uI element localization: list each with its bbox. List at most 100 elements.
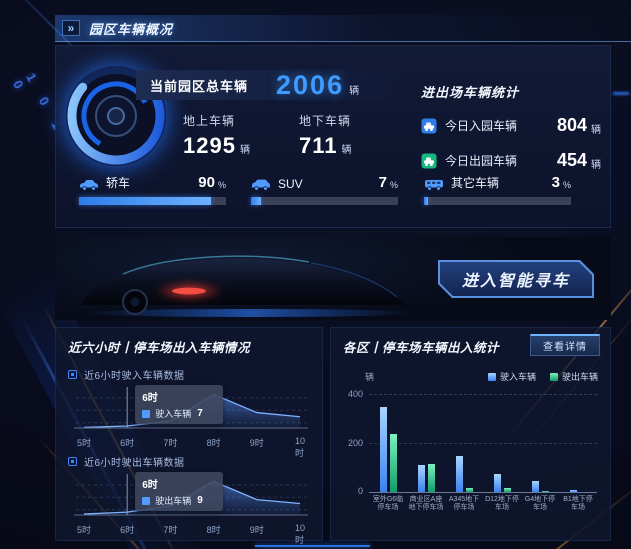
bar-group xyxy=(407,389,445,492)
type-value: 3 xyxy=(551,174,560,191)
underground-vehicles-stat: 地下车辆 711 辆 xyxy=(299,112,353,159)
type-progress-track xyxy=(251,197,398,205)
legend-marker-icon xyxy=(549,372,558,381)
legend-label: 驶出车辆 xyxy=(561,372,598,382)
today-exited-row: 今日出园车辆 454 辆 xyxy=(421,150,601,171)
deco-blue-dot xyxy=(613,92,629,95)
gridline xyxy=(369,394,597,396)
type-col-suv: SUV 7 % xyxy=(251,174,398,205)
bar-groups xyxy=(369,389,597,492)
bar-group xyxy=(445,389,483,492)
tooltip-series-name: 驶入车辆 xyxy=(155,409,192,419)
bar-驶出车辆[interactable] xyxy=(503,487,511,492)
x-axis-tick: 9时 xyxy=(249,438,264,448)
overview-panel: 当前园区总车辆 2006 辆 地上车辆 1295 辆 地下车辆 711 辆 进出场车… xyxy=(55,45,611,228)
x-axis-tick: 5时 xyxy=(76,438,92,448)
bar-驶入车辆[interactable] xyxy=(569,490,577,492)
tooltip-marker xyxy=(142,496,151,505)
bar-category-label: 商业区A座地下停车场 xyxy=(408,496,444,512)
type-label: 其它车辆 xyxy=(451,176,500,190)
type-progress-track xyxy=(424,197,571,205)
y-axis-unit-label: 辆 xyxy=(365,372,375,382)
ground-vehicles-value: 1295 xyxy=(183,133,236,158)
total-vehicles-value: 2006 xyxy=(276,69,345,100)
exited-series-label: 近6小时驶出车辆数据 xyxy=(68,454,310,469)
type-progress-fill xyxy=(424,197,429,205)
bar-驶出车辆[interactable] xyxy=(579,491,587,492)
exited-line-chart[interactable]: 5时 6时 7时 8时 9时 10时 6时 驶出车辆 9 xyxy=(70,472,310,545)
bar-驶入车辆[interactable] xyxy=(531,481,539,492)
legend-marker-icon xyxy=(487,372,496,381)
gridline xyxy=(369,442,597,444)
legend-item[interactable]: 驶出车辆 xyxy=(549,370,598,383)
total-vehicles-banner: 当前园区总车辆 2006 辆 xyxy=(136,70,398,100)
today-entered-label: 今日入园车辆 xyxy=(445,119,518,133)
sedan-icon xyxy=(80,180,98,191)
y-axis-tick: 200 xyxy=(347,437,363,448)
series-marker-icon xyxy=(68,370,77,379)
x-axis-tick: 7时 xyxy=(163,525,178,535)
bar-group xyxy=(559,389,597,492)
tooltip-series-name: 驶出车辆 xyxy=(155,496,192,506)
type-label: 轿车 xyxy=(106,176,131,190)
x-axis-tick: 5时 xyxy=(76,525,92,535)
today-entered-value: 804 xyxy=(556,115,587,135)
tooltip-value: 9 xyxy=(197,495,203,506)
bar-category-label: D12地下停车场 xyxy=(485,496,519,512)
ground-vehicles-label: 地上车辆 xyxy=(183,114,236,128)
double-arrow-icon: » xyxy=(62,20,80,36)
legend-item[interactable]: 驶入车辆 xyxy=(487,370,536,383)
inout-stats: 进出场车辆统计 今日入园车辆 804 辆 今日 xyxy=(421,82,601,171)
bar-category-label: 室外G6临停车场 xyxy=(372,496,404,512)
bar-chart-meta: 辆 驶入车辆 驶出车辆 xyxy=(343,370,598,383)
car-image xyxy=(81,255,416,317)
bar-驶入车辆[interactable] xyxy=(379,407,387,492)
bar-category-label: A345地下停车场 xyxy=(448,496,480,512)
x-axis-tick: 10时 xyxy=(294,436,306,458)
type-unit: % xyxy=(217,180,226,190)
series-marker-icon xyxy=(68,457,77,466)
chart-tooltip: 6时 驶出车辆 9 xyxy=(135,472,224,511)
today-exited-value: 454 xyxy=(556,150,587,170)
suv-icon xyxy=(252,179,270,191)
y-axis-tick: 400 xyxy=(347,389,363,400)
type-value: 90 xyxy=(198,174,215,191)
bar-plot-area: 0 200 400 xyxy=(348,389,597,496)
tooltip-marker xyxy=(142,409,151,418)
x-axis-labels: 5时 6时 7时 8时 9时 10时 xyxy=(70,436,310,458)
underground-vehicles-unit: 辆 xyxy=(341,145,353,156)
smart-find-button[interactable]: 进入智能寻车 xyxy=(438,260,594,298)
bar-驶出车辆[interactable] xyxy=(541,490,549,492)
bar-驶入车辆[interactable] xyxy=(493,473,501,492)
page-title: 园区车辆概况 xyxy=(89,21,174,37)
x-axis-tick: 6时 xyxy=(120,438,135,448)
x-axis-tick: 9时 xyxy=(249,525,264,535)
bar-group xyxy=(521,389,559,492)
tooltip-title: 6时 xyxy=(142,393,158,404)
six-hour-panel-title: 近六小时丨停车场出入车辆情况 xyxy=(68,341,251,355)
x-axis-labels: 5时 6时 7时 8时 9时 10时 xyxy=(70,523,310,545)
bar-group xyxy=(369,389,407,492)
entered-line-chart[interactable]: 5时 6时 7时 8时 9时 10时 6时 驶入车辆 7 xyxy=(70,385,310,458)
total-vehicles-label: 当前园区总车辆 xyxy=(150,78,249,94)
bar-驶入车辆[interactable] xyxy=(455,456,463,492)
bar-驶入车辆[interactable] xyxy=(417,465,425,492)
smart-find-section: 进入智能寻车 xyxy=(55,237,611,320)
smart-find-button-face[interactable]: 进入智能寻车 xyxy=(440,262,592,296)
type-value: 7 xyxy=(378,174,387,191)
bar-驶出车辆[interactable] xyxy=(389,434,397,492)
bar-category-label: B1地下停车场 xyxy=(563,496,593,512)
today-exited-unit: 辆 xyxy=(591,160,601,171)
bar-chart: 0 200 400 室外G6临停车场 商业区A座地下停车场 A345地下停车场 D12地下… xyxy=(348,389,597,513)
type-label: SUV xyxy=(278,177,303,191)
x-axis-tick: 8时 xyxy=(206,525,221,535)
bar-驶出车辆[interactable] xyxy=(427,463,435,492)
ground-vehicles-stat: 地上车辆 1295 辆 xyxy=(183,112,251,159)
zone-stats-panel: 各区丨停车场车辆出入统计 查看详情 辆 驶入车辆 驶出车辆 0 200 400 室外G… xyxy=(330,327,611,541)
view-details-button[interactable]: 查看详情 xyxy=(530,334,600,356)
tooltip-value: 7 xyxy=(197,408,203,419)
bar-驶出车辆[interactable] xyxy=(465,487,473,492)
chart-tooltip: 6时 驶入车辆 7 xyxy=(135,385,224,424)
type-progress-track xyxy=(79,197,226,205)
